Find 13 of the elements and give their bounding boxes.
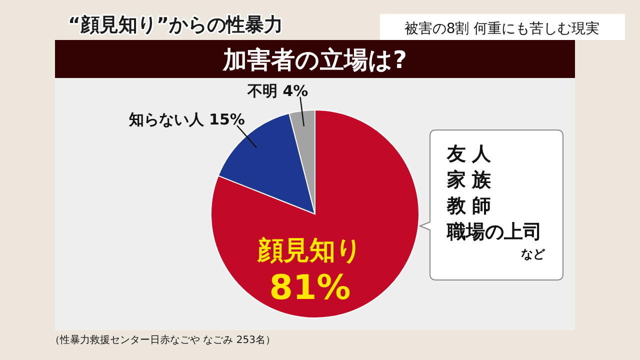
text: 職場の上司 bbox=[446, 221, 542, 243]
data-label: 81% bbox=[269, 268, 351, 308]
text: 友人 bbox=[446, 143, 497, 165]
text: 被害の8割 何重にも苦しむ現実 bbox=[404, 21, 600, 37]
chart-subtitle: “顔見知り”からの性暴力 bbox=[68, 14, 283, 36]
text: 教師 bbox=[446, 195, 497, 217]
slice-label: 不明 4% bbox=[246, 82, 308, 100]
text: など bbox=[521, 247, 546, 261]
chart-title: 加害者の立場は? bbox=[222, 46, 407, 74]
slice-label: 知らない人 15% bbox=[128, 110, 245, 128]
slice-label: 顔見知り bbox=[256, 236, 362, 266]
text: （性暴力救援センター日赤なごや なごみ 253名） bbox=[50, 334, 276, 346]
text: 家族 bbox=[446, 169, 497, 191]
